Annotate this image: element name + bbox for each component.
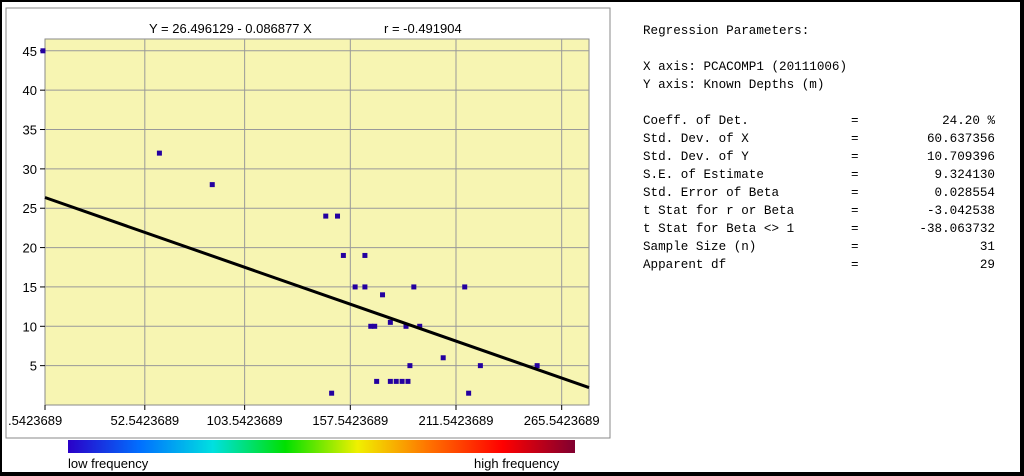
parameter-row: t Stat for r or Beta = -3.042538 (643, 202, 995, 220)
parameter-row: Apparent df = 29 (643, 256, 995, 274)
parameter-row: Sample Size (n) = 31 (643, 238, 995, 256)
parameter-equals: = (851, 114, 859, 128)
parameters-title: Regression Parameters: (643, 24, 810, 38)
data-point (387, 378, 393, 384)
parameter-value: 60.637356 (926, 132, 995, 146)
data-point (380, 292, 386, 298)
parameter-rows: Coeff. of Det. = 24.20 % Std. Dev. of X = 60.… (643, 112, 995, 274)
x-tick-label: 265.5423689 (524, 413, 600, 428)
y-tick-label: 35 (23, 123, 37, 138)
regression-parameters-panel: Regression Parameters: X axis: PCACOMP1 … (643, 22, 995, 274)
parameter-name: t Stat for r or Beta (643, 204, 795, 218)
parameter-name: Sample Size (n) (643, 240, 757, 254)
parameter-value: -38.063732 (919, 222, 995, 236)
data-point (329, 390, 335, 396)
x-tick-label: 52.5423689 (110, 413, 179, 428)
parameter-equals: = (851, 204, 859, 218)
data-point (411, 284, 417, 290)
parameter-row: Coeff. of Det. = 24.20 % (643, 112, 995, 130)
parameter-value: -3.042538 (926, 204, 995, 218)
regression-line (44, 196, 590, 389)
parameter-name: Coeff. of Det. (643, 114, 749, 128)
y-tick-label: 25 (23, 201, 37, 216)
data-point (323, 213, 329, 219)
parameter-equals: = (851, 258, 859, 272)
data-point (209, 182, 215, 188)
correlation-value: r = -0.491904 (384, 21, 462, 36)
data-point (40, 48, 46, 54)
parameter-name: t Stat for Beta <> 1 (643, 222, 795, 236)
parameter-row: Std. Dev. of X = 60.637356 (643, 130, 995, 148)
y-tick-label: 45 (23, 44, 37, 59)
data-point (368, 323, 374, 329)
parameter-row: Std. Dev. of Y = 10.709396 (643, 148, 995, 166)
data-point (362, 252, 368, 258)
data-point (372, 323, 378, 329)
parameter-row: t Stat for Beta <> 1 = -38.063732 (643, 220, 995, 238)
y-axis-line: Y axis: Known Depths (m) (643, 78, 825, 92)
data-point (466, 390, 472, 396)
data-point (405, 378, 411, 384)
parameter-value: 29 (979, 258, 995, 272)
parameter-row: S.E. of Estimate = 9.324130 (643, 166, 995, 184)
parameter-value: 24.20 % (942, 114, 995, 128)
data-point (362, 284, 368, 290)
grid-lines (45, 39, 589, 405)
parameter-value: 9.324130 (934, 168, 995, 182)
axis-ticks: 5 10 15 20 25 30 35 40 45 .5423689 52.5423689 103.5… (8, 44, 600, 428)
parameter-name: Std. Error of Beta (643, 186, 780, 200)
data-point (374, 378, 380, 384)
data-points (40, 48, 540, 396)
data-point (477, 363, 483, 369)
data-point (387, 319, 393, 325)
data-point (407, 363, 413, 369)
data-point (462, 284, 468, 290)
x-axis-line: X axis: PCACOMP1 (20111006) (643, 60, 848, 74)
y-tick-label: 20 (23, 241, 37, 256)
data-point (399, 378, 405, 384)
y-tick-label: 5 (30, 359, 37, 374)
plot-area (44, 38, 590, 406)
parameter-row: Std. Error of Beta = 0.028554 (643, 184, 995, 202)
data-point (156, 150, 162, 156)
parameter-name: Std. Dev. of X (643, 132, 749, 146)
y-tick-label: 10 (23, 319, 37, 334)
parameter-equals: = (851, 132, 859, 146)
high-frequency-label: high frequency (474, 456, 560, 471)
data-point (440, 355, 446, 361)
parameter-equals: = (851, 222, 859, 236)
frequency-color-bar (68, 440, 575, 453)
parameter-name: Apparent df (643, 258, 727, 272)
parameter-name: S.E. of Estimate (643, 168, 764, 182)
data-point (534, 363, 540, 369)
parameter-name: Std. Dev. of Y (643, 150, 749, 164)
parameter-equals: = (851, 186, 859, 200)
regression-equation: Y = 26.496129 - 0.086877 X (149, 21, 312, 36)
low-frequency-label: low frequency (68, 456, 149, 471)
x-tick-label: 103.5423689 (207, 413, 283, 428)
data-point (335, 213, 341, 219)
parameter-equals: = (851, 150, 859, 164)
parameter-equals: = (851, 168, 859, 182)
parameter-value: 31 (979, 240, 995, 254)
data-point (340, 252, 346, 258)
data-point (393, 378, 399, 384)
y-tick-label: 30 (23, 162, 37, 177)
parameter-value: 0.028554 (934, 186, 995, 200)
y-tick-label: 40 (23, 83, 37, 98)
x-tick-label: 157.5423689 (312, 413, 388, 428)
x-tick-label: .5423689 (8, 413, 62, 428)
y-tick-label: 15 (23, 280, 37, 295)
data-point (417, 323, 423, 329)
parameter-equals: = (851, 240, 859, 254)
data-point (352, 284, 358, 290)
x-tick-label: 211.5423689 (419, 413, 494, 428)
data-point (403, 323, 409, 329)
parameter-value: 10.709396 (926, 150, 995, 164)
